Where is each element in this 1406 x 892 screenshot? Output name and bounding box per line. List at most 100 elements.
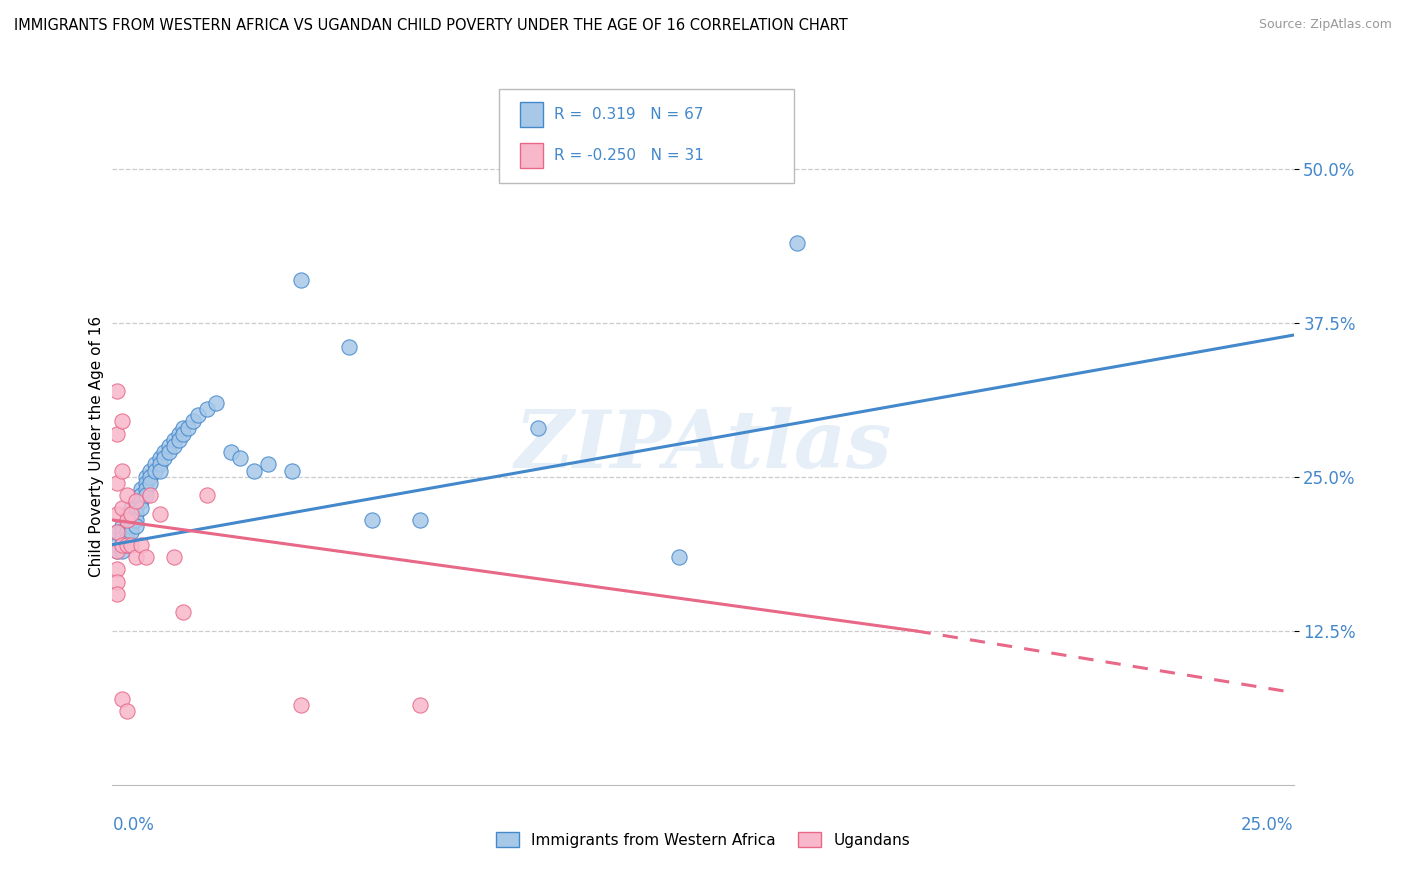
- Point: [115, 532, 138, 546]
- Text: ZIPAtlas: ZIPAtlas: [515, 408, 891, 484]
- Point: [135, 549, 157, 564]
- Text: 0.0%: 0.0%: [112, 816, 155, 834]
- Point: [139, 488, 162, 502]
- Point: [135, 488, 157, 502]
- Point: [143, 464, 166, 478]
- Point: [219, 445, 242, 459]
- Point: [120, 507, 142, 521]
- Point: [163, 433, 186, 447]
- Point: [337, 340, 360, 354]
- Point: [111, 538, 134, 552]
- Point: [129, 494, 152, 508]
- Point: [167, 426, 190, 441]
- Point: [526, 420, 548, 434]
- Point: [181, 414, 204, 428]
- Point: [115, 538, 138, 552]
- Point: [115, 519, 138, 533]
- Point: [115, 507, 138, 521]
- Point: [115, 513, 138, 527]
- Point: [172, 606, 194, 620]
- Point: [111, 691, 134, 706]
- Point: [139, 475, 162, 490]
- Point: [111, 525, 134, 540]
- Point: [125, 494, 148, 508]
- Point: [105, 507, 128, 521]
- Point: [111, 414, 134, 428]
- Point: [120, 500, 142, 515]
- Point: [361, 513, 384, 527]
- Point: [153, 451, 176, 466]
- Point: [105, 587, 128, 601]
- Point: [290, 272, 312, 286]
- Point: [668, 549, 690, 564]
- Point: [111, 543, 134, 558]
- Point: [257, 458, 280, 472]
- Point: [153, 445, 176, 459]
- Point: [195, 488, 218, 502]
- Point: [135, 470, 157, 484]
- Point: [205, 396, 228, 410]
- Point: [105, 562, 128, 576]
- Point: [195, 402, 218, 417]
- Point: [157, 439, 180, 453]
- Point: [120, 519, 142, 533]
- Point: [115, 513, 138, 527]
- Text: 25.0%: 25.0%: [1241, 816, 1294, 834]
- Point: [105, 538, 128, 552]
- Point: [120, 538, 142, 552]
- Text: R =  0.319   N = 67: R = 0.319 N = 67: [554, 107, 703, 121]
- Point: [115, 538, 138, 552]
- Point: [125, 507, 148, 521]
- Point: [139, 470, 162, 484]
- Text: IMMIGRANTS FROM WESTERN AFRICA VS UGANDAN CHILD POVERTY UNDER THE AGE OF 16 CORR: IMMIGRANTS FROM WESTERN AFRICA VS UGANDA…: [14, 18, 848, 33]
- Point: [149, 464, 172, 478]
- Point: [135, 482, 157, 496]
- Point: [186, 408, 208, 422]
- Point: [157, 445, 180, 459]
- Point: [172, 420, 194, 434]
- Point: [105, 543, 128, 558]
- Point: [105, 574, 128, 589]
- Point: [129, 482, 152, 496]
- Point: [105, 543, 128, 558]
- Point: [167, 433, 190, 447]
- Point: [172, 426, 194, 441]
- Point: [125, 549, 148, 564]
- Point: [129, 538, 152, 552]
- Point: [163, 439, 186, 453]
- Point: [105, 426, 128, 441]
- Point: [229, 451, 252, 466]
- Point: [111, 500, 134, 515]
- Text: R = -0.250   N = 31: R = -0.250 N = 31: [554, 148, 704, 162]
- Point: [115, 488, 138, 502]
- Point: [120, 513, 142, 527]
- Point: [105, 475, 128, 490]
- Point: [139, 464, 162, 478]
- Point: [125, 494, 148, 508]
- Point: [408, 698, 430, 712]
- Point: [120, 507, 142, 521]
- Point: [125, 513, 148, 527]
- Point: [149, 458, 172, 472]
- Point: [177, 420, 200, 434]
- Point: [129, 488, 152, 502]
- Point: [408, 513, 430, 527]
- Point: [243, 464, 266, 478]
- Point: [105, 384, 128, 398]
- Point: [105, 525, 128, 540]
- Point: [149, 451, 172, 466]
- Y-axis label: Child Poverty Under the Age of 16: Child Poverty Under the Age of 16: [89, 316, 104, 576]
- Point: [143, 458, 166, 472]
- Point: [125, 519, 148, 533]
- Point: [290, 698, 312, 712]
- Legend: Immigrants from Western Africa, Ugandans: Immigrants from Western Africa, Ugandans: [488, 824, 918, 855]
- Point: [111, 538, 134, 552]
- Point: [125, 500, 148, 515]
- Point: [281, 464, 304, 478]
- Point: [786, 235, 808, 250]
- Text: Source: ZipAtlas.com: Source: ZipAtlas.com: [1258, 18, 1392, 31]
- Point: [163, 549, 186, 564]
- Point: [111, 519, 134, 533]
- Point: [115, 525, 138, 540]
- Point: [129, 500, 152, 515]
